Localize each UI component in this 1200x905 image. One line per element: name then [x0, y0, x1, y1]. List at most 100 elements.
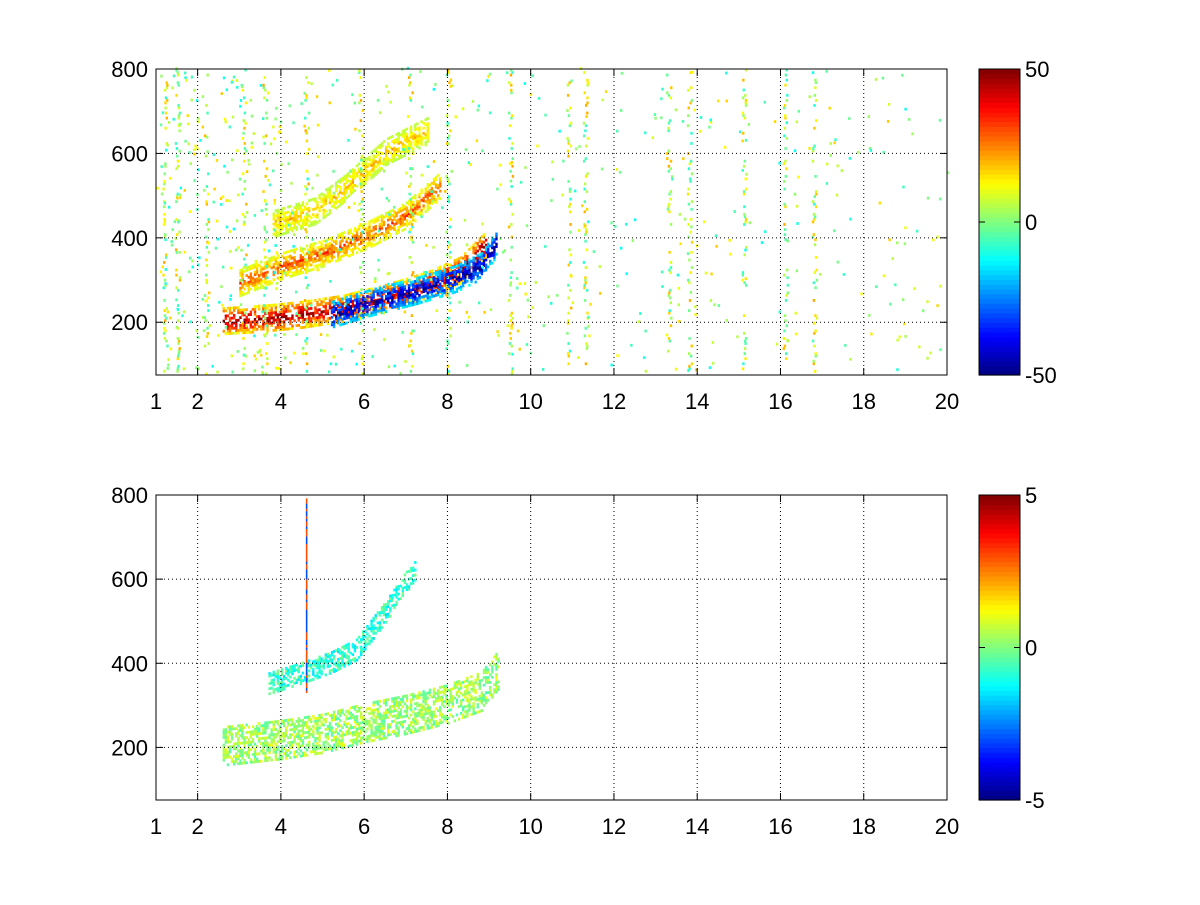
heatmap-cell	[312, 743, 314, 746]
heatmap-cell	[383, 285, 385, 288]
heatmap-cell	[402, 219, 404, 222]
heatmap-cell	[256, 288, 258, 291]
heatmap-cell	[358, 707, 360, 710]
heatmap-cell	[358, 163, 360, 166]
heatmap-cell	[372, 157, 374, 160]
heatmap-cell	[786, 99, 788, 102]
heatmap-cell	[314, 260, 316, 263]
heatmap-cell	[483, 254, 485, 257]
heatmap-cell	[844, 344, 846, 347]
heatmap-cell	[320, 300, 322, 303]
heatmap-cell	[235, 732, 237, 735]
heatmap-cell	[584, 279, 586, 282]
heatmap-cell	[304, 754, 306, 757]
heatmap-cell	[325, 718, 327, 721]
heatmap-cell	[425, 143, 427, 146]
heatmap-cell	[377, 169, 379, 172]
heatmap-cell	[449, 334, 451, 337]
heatmap-cell	[268, 265, 270, 268]
heatmap-cell	[248, 281, 250, 284]
heatmap-cell	[323, 201, 325, 204]
heatmap-cell	[295, 725, 297, 728]
heatmap-cell	[166, 84, 168, 87]
heatmap-cell	[510, 223, 512, 226]
heatmap-cell	[813, 104, 815, 107]
heatmap-cell	[310, 216, 312, 219]
heatmap-cell	[264, 724, 266, 727]
heatmap-cell	[283, 315, 285, 318]
heatmap-cell	[317, 124, 319, 127]
heatmap-cell	[278, 367, 280, 370]
heatmap-cell	[335, 740, 337, 743]
heatmap-cell	[179, 123, 181, 126]
heatmap-cell	[381, 214, 383, 217]
heatmap-cell	[414, 212, 416, 215]
heatmap-cell	[343, 244, 345, 247]
heatmap-cell	[339, 712, 341, 715]
heatmap-cell	[327, 312, 329, 315]
heatmap-cell	[269, 183, 271, 186]
heatmap-cell	[306, 245, 308, 248]
heatmap-cell	[305, 236, 307, 239]
heatmap-cell	[786, 79, 788, 82]
heatmap-cell	[785, 175, 787, 178]
heatmap-cell	[443, 279, 445, 282]
heatmap-cell	[302, 744, 304, 747]
heatmap-cell	[267, 92, 269, 95]
heatmap-cell	[242, 337, 244, 340]
heatmap-cell	[339, 734, 341, 737]
heatmap-cell	[510, 203, 512, 206]
heatmap-cell	[248, 743, 250, 746]
heatmap-cell	[379, 738, 381, 741]
heatmap-cell	[425, 274, 427, 277]
heatmap-cell	[375, 170, 377, 173]
heatmap-cell	[250, 323, 252, 326]
heatmap-cell	[246, 741, 248, 744]
heatmap-cell	[312, 312, 314, 315]
heatmap-cell	[487, 255, 489, 258]
heatmap-cell	[295, 216, 297, 219]
heatmap-cell	[429, 298, 431, 301]
heatmap-cell	[402, 216, 404, 219]
colorbar-segment	[979, 98, 1020, 103]
heatmap-cell	[331, 246, 333, 249]
heatmap-cell	[343, 178, 345, 181]
heatmap-cell	[273, 726, 275, 729]
heatmap-cell	[379, 728, 381, 731]
heatmap-cell	[275, 329, 277, 332]
heatmap-cell	[427, 127, 429, 130]
heatmap-cell	[776, 343, 778, 346]
heatmap-cell	[293, 259, 295, 262]
heatmap-cell	[785, 357, 787, 360]
heatmap-cell	[305, 231, 307, 234]
heatmap-cell	[410, 714, 412, 717]
heatmap-cell	[237, 309, 239, 312]
heatmap-cell	[260, 278, 262, 281]
heatmap-cell	[291, 272, 293, 275]
heatmap-cell	[306, 215, 308, 218]
heatmap-cell	[397, 221, 399, 224]
heatmap-cell	[393, 283, 395, 286]
heatmap-cell	[427, 208, 429, 211]
colorbar-segment	[979, 160, 1020, 165]
heatmap-cell	[230, 267, 232, 270]
heatmap-cell	[837, 261, 839, 264]
heatmap-cell	[277, 216, 279, 219]
heatmap-cell	[493, 246, 495, 249]
heatmap-cell	[466, 265, 468, 268]
heatmap-cell	[302, 219, 304, 222]
heatmap-cell	[356, 718, 358, 721]
heatmap-cell	[356, 251, 358, 254]
heatmap-cell	[287, 719, 289, 722]
heatmap-cell	[489, 262, 491, 265]
heatmap-cell	[314, 717, 316, 720]
heatmap-cell	[345, 710, 347, 713]
heatmap-cell	[281, 210, 283, 213]
heatmap-cell	[352, 310, 354, 313]
heatmap-cell	[354, 317, 356, 320]
heatmap-cell	[814, 286, 816, 289]
heatmap-cell	[260, 84, 262, 87]
heatmap-cell	[268, 283, 270, 286]
heatmap-cell	[237, 246, 239, 249]
heatmap-cell	[402, 281, 404, 284]
